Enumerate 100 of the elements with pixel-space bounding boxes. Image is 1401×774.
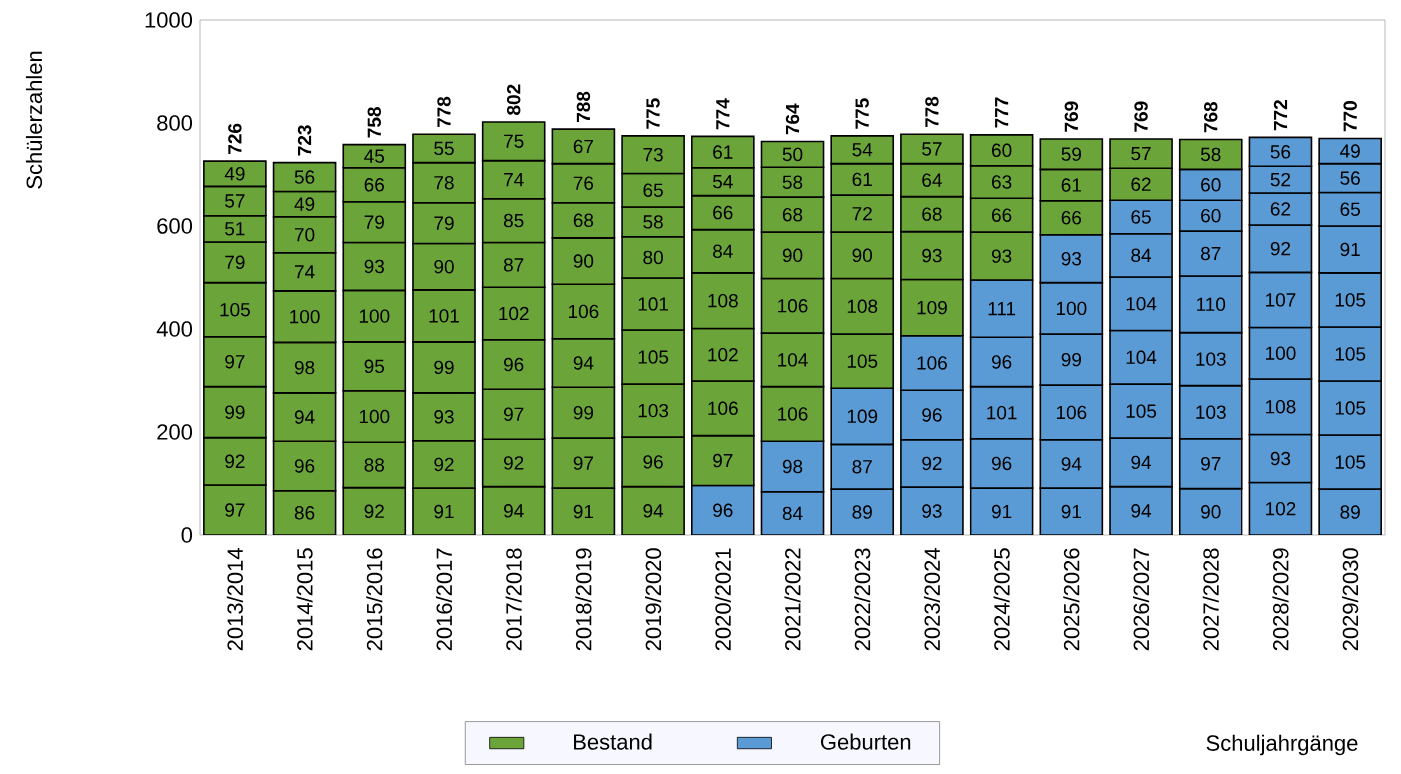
data-label: 94 — [573, 356, 594, 370]
data-label: 103 — [638, 403, 669, 418]
data-label: 102 — [499, 306, 529, 321]
data-label: 74 — [294, 265, 315, 279]
x-axis-title: Schuljahrgänge — [1206, 734, 1358, 756]
data-label: 60 — [1201, 208, 1221, 223]
data-label: 98 — [782, 459, 803, 474]
data-label: 79 — [225, 255, 245, 270]
data-label: 103 — [1196, 405, 1226, 419]
data-label: 92 — [922, 456, 942, 471]
data-label: 58 — [782, 175, 803, 189]
x-tick-label: 2017/2018 — [505, 548, 522, 651]
data-label: 93 — [1061, 251, 1082, 266]
data-label: 54 — [852, 143, 873, 157]
data-label: 59 — [1061, 147, 1081, 161]
data-label: 65 — [1340, 202, 1360, 216]
data-label: 97 — [573, 456, 594, 470]
data-label: 106 — [917, 356, 947, 370]
data-label: 62 — [1270, 202, 1291, 216]
data-label: 55 — [434, 141, 454, 156]
data-label: 100 — [359, 409, 390, 424]
data-label: 94 — [643, 504, 664, 518]
data-label: 67 — [573, 139, 594, 154]
data-label: 103 — [1196, 352, 1226, 366]
total-label: 778 — [437, 96, 451, 128]
data-label: 90 — [573, 254, 594, 268]
data-label: 96 — [991, 456, 1012, 471]
data-label: 104 — [1126, 297, 1157, 311]
data-label: 90 — [1201, 505, 1221, 519]
data-label: 52 — [1270, 172, 1291, 187]
data-label: 84 — [713, 244, 733, 258]
total-label: 774 — [716, 98, 730, 130]
data-label: 102 — [1266, 502, 1296, 516]
total-label: 770 — [1343, 101, 1357, 132]
y-tick-label: 600 — [157, 218, 193, 234]
data-label: 45 — [364, 149, 385, 163]
data-label: 49 — [224, 166, 245, 181]
x-tick-label: 2014/2015 — [296, 548, 313, 651]
data-label: 92 — [364, 504, 384, 519]
data-label: 97 — [1201, 456, 1221, 471]
data-label: 99 — [1061, 352, 1081, 367]
data-label: 72 — [852, 206, 872, 221]
x-tick-label: 2025/2026 — [1063, 548, 1080, 651]
data-label: 108 — [847, 299, 878, 314]
data-label: 61 — [713, 145, 733, 159]
data-label: 94 — [1131, 504, 1152, 518]
x-tick-label: 2023/2024 — [923, 548, 941, 651]
data-label: 109 — [847, 409, 878, 424]
data-label: 78 — [434, 176, 454, 190]
x-tick-label: 2013/2014 — [226, 548, 243, 651]
total-label: 788 — [576, 91, 591, 122]
data-label: 90 — [852, 248, 873, 263]
data-label: 60 — [992, 143, 1012, 158]
data-label: 95 — [364, 359, 385, 374]
data-label: 85 — [503, 213, 524, 228]
x-tick-label: 2026/2027 — [1132, 548, 1150, 651]
data-label: 65 — [1131, 210, 1151, 224]
data-label: 75 — [504, 134, 524, 148]
data-label: 57 — [922, 142, 942, 156]
data-label: 100 — [1266, 346, 1296, 360]
legend-label: Geburten — [820, 733, 911, 750]
legend-label: Bestand — [574, 733, 652, 750]
total-label: 769 — [1064, 101, 1079, 132]
data-label: 90 — [782, 248, 803, 263]
data-label: 99 — [434, 360, 454, 375]
data-label: 107 — [1266, 293, 1296, 307]
data-label: 97 — [713, 453, 733, 468]
data-label: 108 — [1266, 400, 1296, 414]
data-label: 94 — [1131, 455, 1152, 470]
data-label: 102 — [708, 348, 738, 362]
data-label: 86 — [294, 506, 315, 520]
total-label: 726 — [228, 123, 242, 154]
data-label: 60 — [1201, 178, 1221, 192]
data-label: 58 — [643, 215, 663, 229]
data-label: 100 — [290, 309, 320, 324]
total-label: 775 — [855, 98, 869, 129]
data-label: 96 — [991, 355, 1012, 369]
data-label: 99 — [573, 405, 594, 420]
total-label: 764 — [785, 103, 800, 135]
total-label: 758 — [367, 107, 381, 138]
data-label: 58 — [1200, 147, 1221, 162]
x-tick-label: 2027/2028 — [1202, 548, 1219, 651]
data-label: 87 — [503, 258, 524, 272]
data-label: 106 — [1056, 405, 1087, 420]
data-label: 110 — [1197, 297, 1226, 311]
data-label: 89 — [852, 505, 872, 519]
data-label: 61 — [1061, 178, 1081, 192]
y-tick-label: 400 — [156, 321, 193, 337]
data-label: 97 — [225, 354, 245, 369]
x-tick-label: 2029/2030 — [1342, 548, 1359, 651]
data-label: 105 — [1335, 401, 1366, 415]
data-label: 104 — [1126, 350, 1157, 365]
data-label: 90 — [434, 259, 454, 274]
data-label: 106 — [778, 299, 808, 313]
data-label: 62 — [1131, 177, 1151, 191]
data-label: 49 — [294, 197, 315, 211]
data-label: 68 — [573, 213, 594, 228]
data-label: 94 — [1061, 457, 1082, 471]
data-label: 68 — [922, 207, 942, 221]
data-label: 87 — [852, 460, 872, 474]
